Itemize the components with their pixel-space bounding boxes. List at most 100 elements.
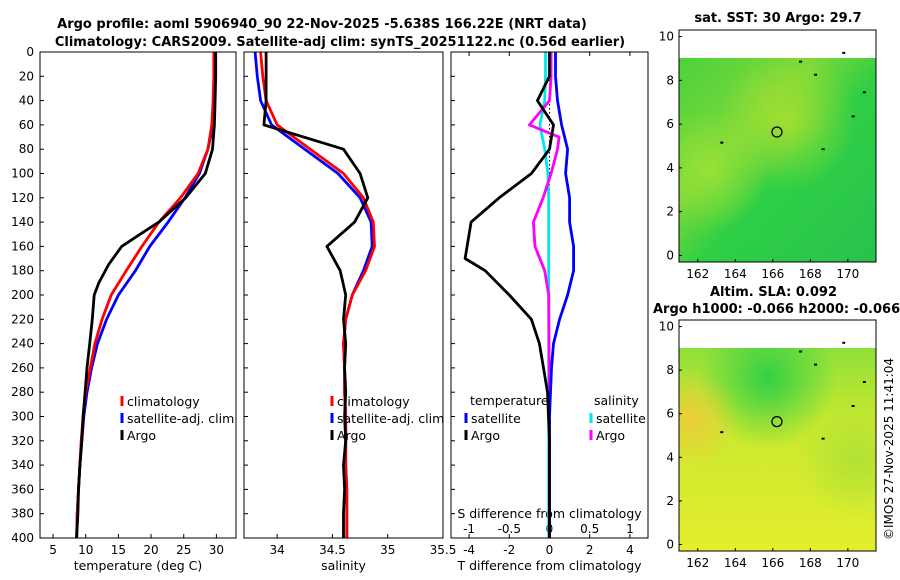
island-speck <box>842 341 846 344</box>
map-lon-label: 164 <box>724 556 747 570</box>
sal-legend-climatology-label: climatology <box>337 394 410 409</box>
map-lat-label: 2 <box>666 205 674 219</box>
x-tick-label: 0 <box>546 543 554 557</box>
map-lat-label: 6 <box>666 407 674 421</box>
depth-tick-label: 160 <box>11 239 34 253</box>
temp-legend-climatology-label: climatology <box>127 394 200 409</box>
depth-tick-label: 380 <box>11 507 34 521</box>
diff-legend-t-argo-label: Argo <box>471 428 500 443</box>
depth-tick-label: 320 <box>11 434 34 448</box>
difference-panel: -4 -2 0 2 4T difference from climatology -1 -0… <box>450 51 649 573</box>
island-speck <box>814 363 818 366</box>
island-speck <box>799 60 803 63</box>
map-lon-label: 168 <box>799 556 822 570</box>
sla-map-title-line2: Argo h1000: -0.066 h2000: -0.066 <box>653 302 900 317</box>
map-lon-label: 166 <box>761 267 784 281</box>
map-lat-label: 6 <box>666 117 674 131</box>
map-lon-label: 166 <box>761 556 784 570</box>
depth-tick-label: 140 <box>11 215 34 229</box>
depth-tick-label: 360 <box>11 482 34 496</box>
temp-frame <box>39 51 237 539</box>
temp-legend-satellite-label: satellite-adj. clim <box>127 411 234 426</box>
x-tick-label: 10 <box>78 543 93 557</box>
diff-s-argo-line <box>528 52 561 538</box>
map-lon-label: 170 <box>836 267 859 281</box>
map-lat-label: 10 <box>659 30 674 44</box>
x-tick-label: 30 <box>209 543 224 557</box>
diff-t-satellite-line <box>548 52 575 538</box>
depth-tick-label: 300 <box>11 410 34 424</box>
map-sla-nodata <box>679 320 876 348</box>
s-diff-tick-label: 0.5 <box>580 522 599 536</box>
x-tick-label: -2 <box>503 543 515 557</box>
map-lat-label: 2 <box>666 494 674 508</box>
depth-tick-label: 60 <box>19 118 34 132</box>
diff-t-argo-line <box>463 52 555 538</box>
island-speck <box>851 115 855 118</box>
depth-tick-label: 260 <box>11 361 34 375</box>
map-lat-label: 8 <box>666 363 674 377</box>
depth-tick-label: 120 <box>11 191 34 205</box>
x-tick-label: 35 <box>380 543 395 557</box>
panel-temp-xlabel: temperature (deg C) <box>74 558 203 573</box>
x-tick-label: 20 <box>143 543 158 557</box>
s-diff-tick-label: -1 <box>463 522 475 536</box>
map-lon-label: 168 <box>799 267 822 281</box>
diff-legend-salinity-title: salinity <box>594 393 639 408</box>
x-tick-label: 15 <box>111 543 126 557</box>
s-diff-tick-label: -0.5 <box>498 522 521 536</box>
diff-legend-s-satellite-label: satellite <box>596 411 646 426</box>
depth-tick-label: 0 <box>26 45 34 59</box>
x-tick-label: 2 <box>586 543 594 557</box>
map-lon-label: 170 <box>836 556 859 570</box>
island-speck <box>851 404 855 407</box>
diff-legend-t-satellite-label: satellite <box>471 411 521 426</box>
temp-legend-argo-label: Argo <box>127 428 156 443</box>
panel-diff-xlabel: T difference from climatology <box>456 558 642 573</box>
map-sst-frame <box>678 29 877 263</box>
map-lat-label: 0 <box>666 248 674 262</box>
depth-tick-label: 240 <box>11 337 34 351</box>
argo-location-marker <box>771 126 783 138</box>
island-speck <box>862 91 866 94</box>
diff-frame <box>450 51 649 539</box>
depth-tick-label: 80 <box>19 142 34 156</box>
island-speck <box>814 73 818 76</box>
sla-map-east-patch <box>679 348 876 551</box>
depth-tick-label: 100 <box>11 167 34 181</box>
island-speck <box>842 51 846 54</box>
temperature-panel: 0 20 40 60 80 100 120 140 160 180 200 220 240 260 280 3… <box>11 45 237 573</box>
sla-map: 0 2 4 6 8 10 162 164 166 168 170 <box>659 319 877 570</box>
sal-frame <box>243 51 444 539</box>
x-tick-label: 5 <box>49 543 57 557</box>
figure-title-line2: Climatology: CARS2009. Satellite-adj cli… <box>55 35 625 50</box>
map-lon-label: 162 <box>686 556 709 570</box>
map-sst-nodata <box>679 30 876 58</box>
x-tick-label: 34.5 <box>319 543 346 557</box>
map-lon-label: 164 <box>724 267 747 281</box>
island-speck <box>862 381 866 384</box>
sst-map: 0 2 4 6 8 10 162 164 166 168 170 <box>659 29 877 281</box>
island-speck <box>799 350 803 353</box>
argo-location-marker <box>771 415 783 428</box>
depth-tick-label: 280 <box>11 385 34 399</box>
x-tick-label: 4 <box>626 543 634 557</box>
island-speck <box>720 141 724 144</box>
map-lat-label: 8 <box>666 73 674 87</box>
map-lon-label: 162 <box>686 267 709 281</box>
depth-tick-label: 340 <box>11 458 34 472</box>
depth-tick-label: 40 <box>19 94 34 108</box>
diff-legend-s-argo-label: Argo <box>596 428 625 443</box>
depth-tick-label: 180 <box>11 264 34 278</box>
figure-title-line1: Argo profile: aoml 5906940_90 22-Nov-202… <box>57 17 587 32</box>
map-lat-label: 10 <box>659 320 674 334</box>
island-speck <box>821 437 825 440</box>
island-speck <box>821 148 825 151</box>
depth-tick-label: 220 <box>11 312 34 326</box>
sal-legend-argo-label: Argo <box>337 428 366 443</box>
sal-argo-line <box>262 52 370 538</box>
sst-map-title: sat. SST: 30 Argo: 29.7 <box>694 11 861 26</box>
map-lat-label: 4 <box>666 161 674 175</box>
x-tick-label: 35.5 <box>430 543 457 557</box>
